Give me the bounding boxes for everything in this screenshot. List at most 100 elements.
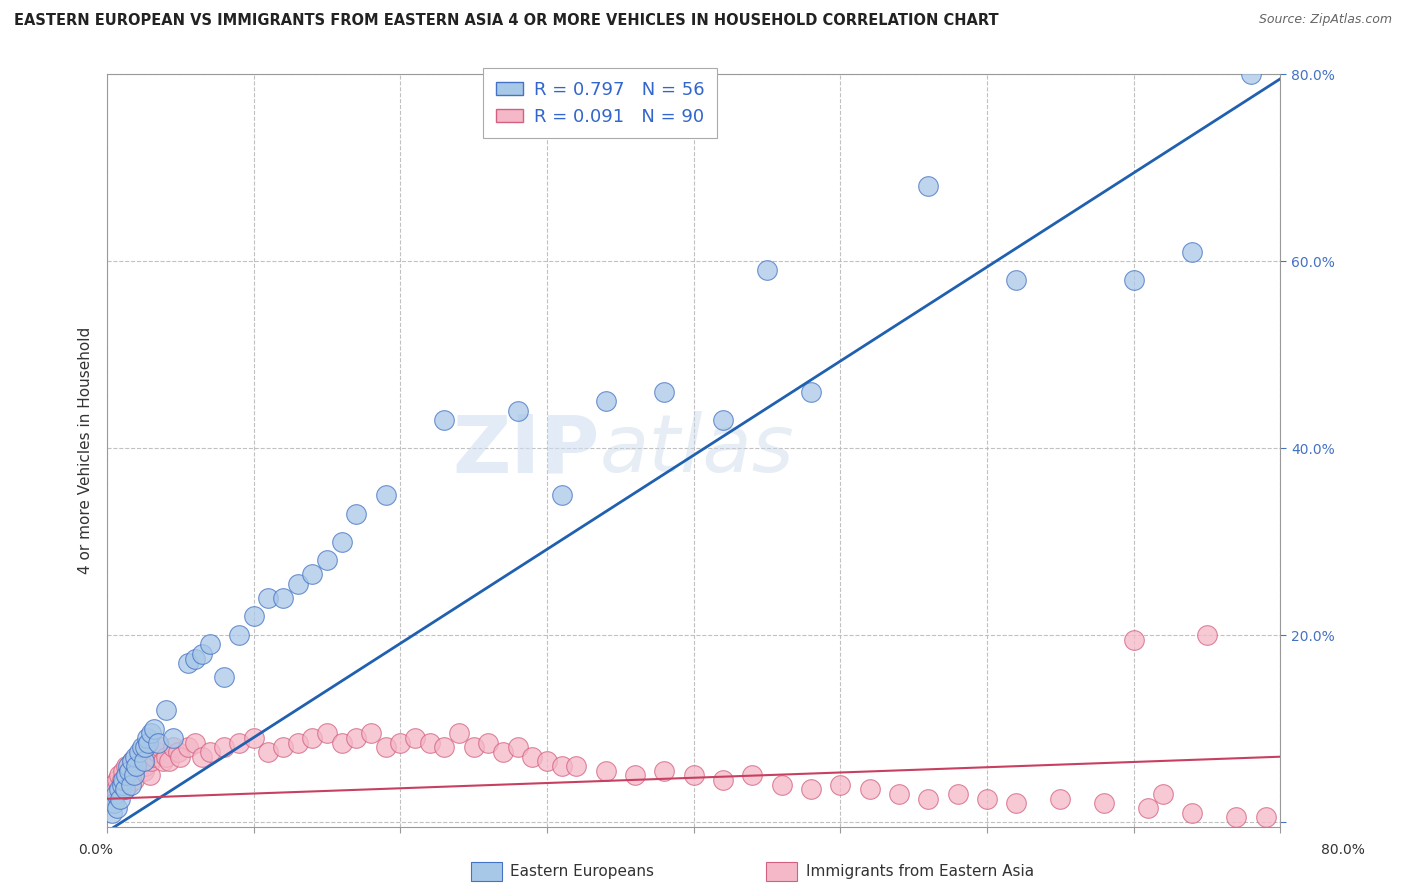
Point bbox=[682, 768, 704, 782]
Point bbox=[122, 773, 145, 788]
Point bbox=[433, 413, 456, 427]
Point bbox=[917, 792, 939, 806]
Point bbox=[506, 740, 529, 755]
Point bbox=[146, 745, 169, 759]
Point bbox=[124, 759, 146, 773]
Point bbox=[121, 755, 143, 769]
Point bbox=[214, 670, 236, 684]
Point bbox=[148, 736, 170, 750]
Point bbox=[346, 507, 368, 521]
Point bbox=[124, 749, 146, 764]
Point bbox=[118, 764, 141, 778]
Point bbox=[522, 749, 544, 764]
Point bbox=[374, 740, 396, 755]
Point bbox=[228, 736, 250, 750]
Point bbox=[917, 179, 939, 194]
Point bbox=[433, 740, 456, 755]
Point bbox=[115, 759, 138, 773]
Point bbox=[741, 768, 763, 782]
Point bbox=[243, 609, 266, 624]
Point bbox=[100, 805, 122, 820]
Point bbox=[108, 782, 131, 797]
Text: Source: ZipAtlas.com: Source: ZipAtlas.com bbox=[1258, 13, 1392, 27]
Point bbox=[1197, 628, 1219, 642]
Point bbox=[243, 731, 266, 745]
Point bbox=[114, 782, 136, 797]
Point bbox=[112, 773, 135, 788]
Point bbox=[155, 749, 177, 764]
Point bbox=[316, 726, 339, 740]
Point bbox=[149, 740, 172, 755]
Point bbox=[141, 726, 163, 740]
Point bbox=[287, 576, 309, 591]
Point bbox=[117, 778, 139, 792]
Point bbox=[1225, 810, 1247, 824]
Point bbox=[711, 413, 734, 427]
Point bbox=[134, 759, 156, 773]
Point bbox=[131, 740, 153, 755]
Point bbox=[624, 768, 647, 782]
Point bbox=[152, 755, 174, 769]
Point bbox=[1005, 273, 1028, 287]
Point bbox=[770, 778, 793, 792]
Point bbox=[135, 731, 157, 745]
Point bbox=[257, 591, 280, 605]
Point bbox=[1094, 797, 1116, 811]
Point bbox=[228, 628, 250, 642]
Point bbox=[301, 731, 323, 745]
Point bbox=[301, 567, 323, 582]
Point bbox=[111, 773, 134, 788]
Point bbox=[536, 755, 558, 769]
Text: EASTERN EUROPEAN VS IMMIGRANTS FROM EASTERN ASIA 4 OR MORE VEHICLES IN HOUSEHOLD: EASTERN EUROPEAN VS IMMIGRANTS FROM EAST… bbox=[14, 13, 998, 29]
Point bbox=[132, 755, 155, 769]
Point bbox=[1152, 787, 1174, 801]
Point bbox=[551, 488, 574, 502]
Point bbox=[157, 755, 180, 769]
Text: 80.0%: 80.0% bbox=[1320, 843, 1365, 857]
Point bbox=[374, 488, 396, 502]
Point bbox=[143, 749, 166, 764]
Point bbox=[177, 740, 200, 755]
Point bbox=[492, 745, 515, 759]
Point bbox=[889, 787, 911, 801]
Point bbox=[271, 591, 294, 605]
Point bbox=[125, 759, 148, 773]
Point bbox=[162, 740, 184, 755]
Point bbox=[287, 736, 309, 750]
Point bbox=[128, 749, 150, 764]
Point bbox=[162, 731, 184, 745]
Point bbox=[100, 787, 122, 801]
Point bbox=[360, 726, 382, 740]
Y-axis label: 4 or more Vehicles in Household: 4 or more Vehicles in Household bbox=[79, 326, 93, 574]
Point bbox=[800, 782, 823, 797]
Point bbox=[118, 764, 141, 778]
Point bbox=[115, 768, 138, 782]
Point bbox=[1122, 273, 1144, 287]
Point bbox=[271, 740, 294, 755]
Point bbox=[198, 638, 221, 652]
Point bbox=[198, 745, 221, 759]
Text: Immigrants from Eastern Asia: Immigrants from Eastern Asia bbox=[806, 864, 1033, 879]
Point bbox=[127, 755, 149, 769]
Point bbox=[132, 764, 155, 778]
Legend: R = 0.797   N = 56, R = 0.091   N = 90: R = 0.797 N = 56, R = 0.091 N = 90 bbox=[484, 68, 717, 138]
Point bbox=[122, 768, 145, 782]
Point bbox=[110, 782, 132, 797]
Point bbox=[138, 768, 160, 782]
Point bbox=[143, 722, 166, 736]
Point bbox=[135, 749, 157, 764]
Point bbox=[103, 787, 125, 801]
Point bbox=[112, 764, 135, 778]
Point bbox=[1137, 801, 1160, 815]
Point bbox=[114, 782, 136, 797]
Point bbox=[463, 740, 485, 755]
Point bbox=[1005, 797, 1028, 811]
Point bbox=[191, 647, 214, 661]
Point bbox=[141, 755, 163, 769]
Point bbox=[107, 801, 129, 815]
Point bbox=[134, 740, 156, 755]
Point bbox=[101, 778, 124, 792]
Point bbox=[103, 797, 125, 811]
Point bbox=[565, 759, 588, 773]
Point bbox=[756, 263, 779, 277]
